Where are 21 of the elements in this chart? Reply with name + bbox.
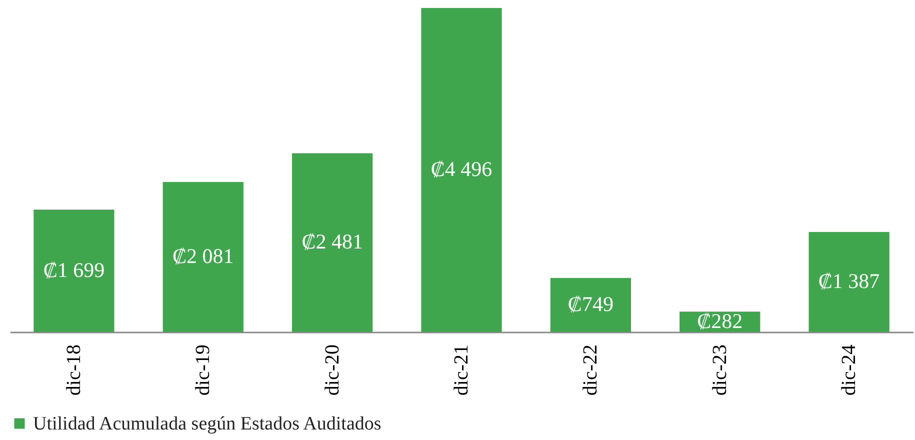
data-label: ₡749 xyxy=(568,292,614,316)
data-label: ₡2 481 xyxy=(302,230,363,254)
bar xyxy=(292,153,373,332)
x-tick-label: dic-23 xyxy=(708,344,731,396)
data-label: ₡4 496 xyxy=(430,157,492,181)
bar xyxy=(550,278,631,332)
x-tick-label: dic-18 xyxy=(62,344,85,396)
legend-label: Utilidad Acumulada según Estados Auditados xyxy=(33,414,382,434)
x-tick-label: dic-20 xyxy=(321,344,344,396)
x-tick-label: dic-24 xyxy=(838,344,860,396)
bar xyxy=(421,8,502,332)
data-label: ₡1 699 xyxy=(43,258,105,282)
bar xyxy=(162,182,244,332)
x-tick-label: dic-21 xyxy=(450,344,472,396)
data-label: ₡282 xyxy=(697,308,743,333)
bar xyxy=(808,232,890,332)
x-tick-label: dic-22 xyxy=(580,344,602,396)
x-tick-label: dic-19 xyxy=(192,344,214,396)
bar xyxy=(34,210,114,332)
data-label: ₡1 387 xyxy=(818,269,880,294)
data-label: ₡2 081 xyxy=(172,244,234,268)
